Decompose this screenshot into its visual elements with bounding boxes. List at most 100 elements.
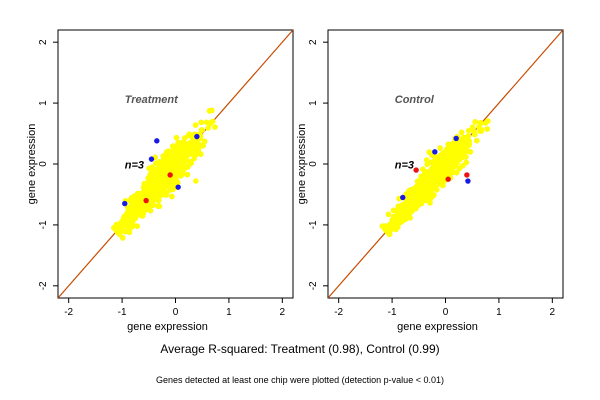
data-point bbox=[417, 184, 424, 191]
data-point bbox=[169, 143, 176, 149]
x-tick-label: 1 bbox=[496, 307, 502, 318]
outlier-point bbox=[464, 172, 470, 178]
data-point bbox=[426, 149, 433, 155]
data-point bbox=[442, 167, 449, 173]
data-point bbox=[174, 160, 180, 167]
data-point bbox=[469, 124, 476, 130]
data-point bbox=[449, 155, 455, 162]
x-tick-label: 1 bbox=[226, 307, 232, 318]
figure-note: Genes detected at least one chip were pl… bbox=[156, 375, 444, 385]
outlier-point bbox=[400, 194, 406, 201]
outlier-point bbox=[445, 176, 451, 182]
outlier-point bbox=[413, 167, 419, 173]
data-point bbox=[134, 223, 140, 229]
data-point bbox=[169, 193, 175, 200]
y-tick-label: -1 bbox=[308, 220, 319, 229]
data-point bbox=[212, 124, 218, 130]
data-point bbox=[198, 119, 204, 126]
x-tick-label: -1 bbox=[388, 307, 397, 318]
data-point bbox=[472, 119, 478, 125]
data-point bbox=[442, 161, 448, 167]
data-point bbox=[467, 149, 474, 155]
data-point bbox=[160, 167, 167, 173]
sample-size-label: n=3 bbox=[125, 159, 144, 171]
data-point bbox=[147, 207, 154, 214]
outlier-point bbox=[432, 149, 438, 155]
data-point bbox=[184, 171, 191, 178]
data-point bbox=[207, 121, 213, 127]
data-point bbox=[435, 171, 442, 178]
outlier-point bbox=[167, 172, 173, 178]
data-point bbox=[141, 180, 148, 187]
data-point bbox=[418, 173, 424, 180]
data-point bbox=[147, 189, 153, 195]
data-point bbox=[463, 159, 470, 166]
y-tick-label: 1 bbox=[38, 100, 49, 106]
outlier-point bbox=[143, 197, 149, 204]
data-point bbox=[129, 206, 135, 213]
x-tick-label: -2 bbox=[64, 307, 73, 318]
x-tick-label: 2 bbox=[280, 307, 286, 318]
data-point bbox=[440, 182, 446, 189]
data-point bbox=[447, 170, 454, 176]
data-point bbox=[437, 152, 444, 158]
data-point bbox=[405, 212, 411, 219]
data-point bbox=[150, 202, 157, 208]
data-point bbox=[173, 177, 180, 184]
outlier-points bbox=[400, 135, 471, 201]
data-point bbox=[465, 127, 472, 134]
data-point bbox=[168, 183, 175, 189]
data-point bbox=[176, 165, 183, 171]
data-point bbox=[444, 146, 451, 152]
x-tick-label: 0 bbox=[443, 307, 449, 318]
data-point bbox=[183, 153, 190, 160]
data-point bbox=[396, 215, 403, 221]
data-point bbox=[182, 135, 188, 141]
data-point bbox=[162, 160, 168, 167]
sample-size-label: n=3 bbox=[395, 159, 414, 171]
data-point bbox=[155, 203, 161, 209]
data-point bbox=[147, 171, 154, 177]
data-point bbox=[198, 127, 205, 133]
data-point bbox=[429, 159, 435, 165]
data-point bbox=[414, 193, 420, 200]
y-tick-label: 1 bbox=[308, 100, 319, 106]
y-tick-label: 2 bbox=[308, 39, 319, 45]
data-point bbox=[155, 193, 162, 200]
data-point bbox=[148, 176, 154, 183]
y-tick-label: -1 bbox=[38, 220, 49, 229]
data-point bbox=[453, 169, 460, 176]
x-tick-label: 2 bbox=[550, 307, 556, 318]
data-point bbox=[137, 191, 143, 197]
data-point bbox=[419, 198, 425, 204]
data-point bbox=[484, 126, 491, 132]
data-point bbox=[401, 206, 408, 213]
x-axis-label: gene expression bbox=[127, 321, 208, 333]
data-point bbox=[485, 118, 491, 124]
x-tick-label: -2 bbox=[334, 307, 343, 318]
outlier-point bbox=[148, 156, 155, 162]
data-point bbox=[123, 220, 129, 226]
plot-content bbox=[58, 30, 293, 298]
data-point bbox=[127, 197, 133, 204]
data-point bbox=[122, 228, 129, 235]
data-point bbox=[161, 173, 167, 179]
outlier-point bbox=[175, 184, 181, 190]
y-tick-label: 0 bbox=[38, 161, 49, 167]
y-tick-label: 2 bbox=[38, 39, 49, 45]
data-point bbox=[179, 170, 185, 176]
data-point bbox=[152, 171, 159, 177]
y-tick-label: 0 bbox=[308, 161, 319, 167]
data-point bbox=[431, 180, 438, 187]
data-point bbox=[423, 169, 430, 175]
data-point bbox=[427, 197, 433, 204]
data-point bbox=[166, 152, 173, 158]
data-point bbox=[152, 185, 159, 192]
data-point bbox=[113, 221, 120, 228]
data-point bbox=[120, 235, 126, 241]
outlier-point bbox=[465, 178, 471, 184]
x-axis-label: gene expression bbox=[397, 321, 478, 333]
outlier-points bbox=[122, 133, 200, 207]
y-axis-label: gene expression bbox=[26, 124, 38, 205]
